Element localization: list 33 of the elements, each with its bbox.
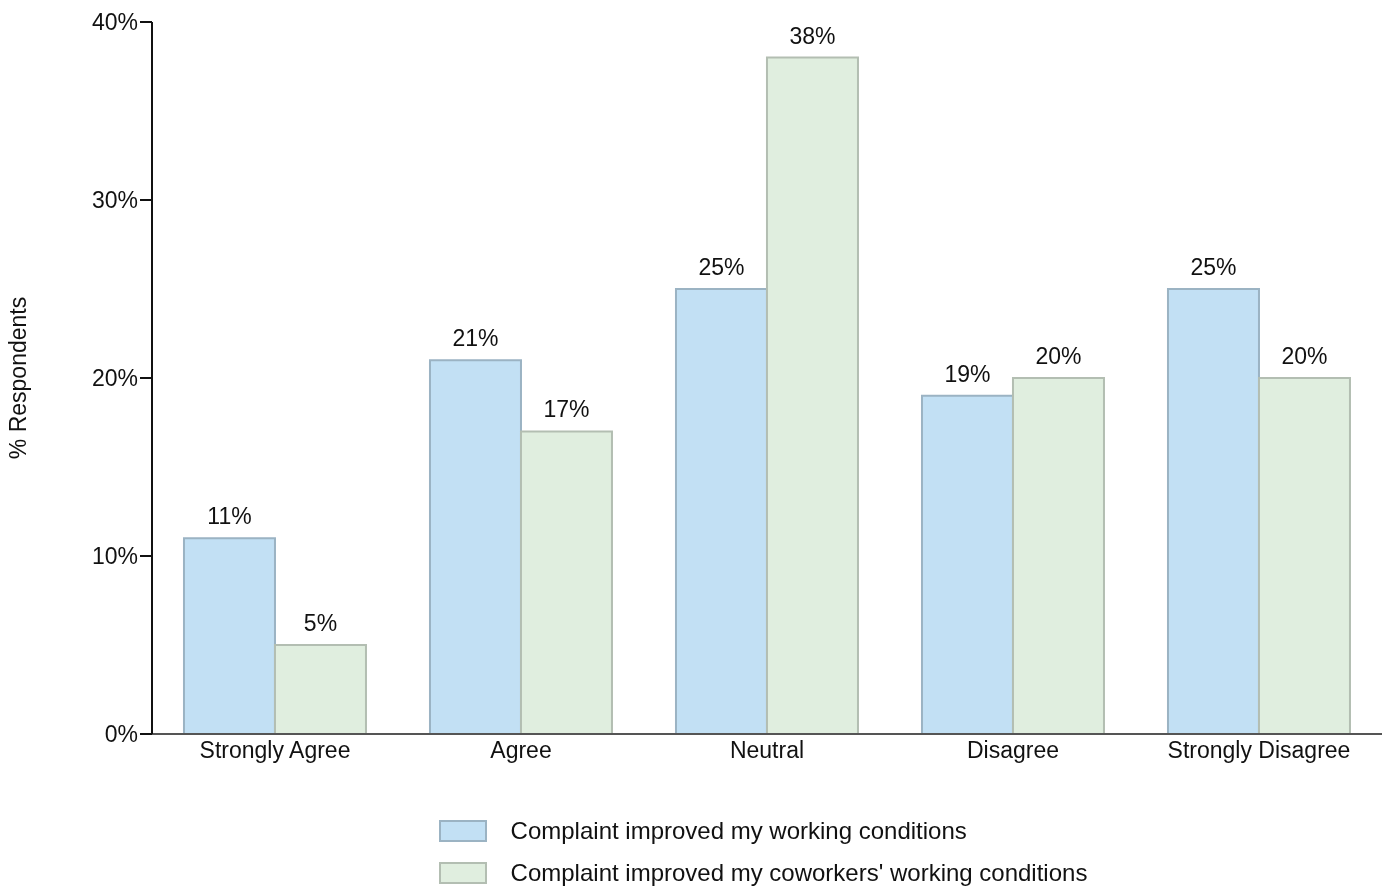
data-label: 25% bbox=[1190, 254, 1237, 280]
data-label: 19% bbox=[944, 360, 991, 387]
bar bbox=[182, 537, 276, 734]
y-tick-label: 20% bbox=[91, 365, 138, 392]
data-label: 38% bbox=[789, 22, 836, 49]
y-tick-label: 30% bbox=[91, 187, 138, 214]
data-label: 5% bbox=[303, 610, 338, 636]
data-label: 17% bbox=[543, 396, 590, 423]
y-tick-label: 0% bbox=[104, 721, 138, 748]
y-tick-label: 10% bbox=[91, 543, 138, 570]
legend-label: Complaint improved my coworkers' working conditions bbox=[510, 859, 1088, 887]
y-tick-label: 40% bbox=[91, 9, 138, 36]
y-axis-title: % Respondents bbox=[5, 296, 32, 460]
bar bbox=[1166, 288, 1260, 734]
bar bbox=[765, 56, 859, 734]
bar bbox=[1011, 377, 1105, 734]
bar bbox=[519, 430, 613, 734]
bar bbox=[273, 644, 367, 734]
x-tick-label: Disagree bbox=[966, 737, 1060, 764]
data-label: 21% bbox=[452, 325, 499, 352]
data-label: 11% bbox=[207, 503, 252, 530]
bar bbox=[920, 394, 1014, 734]
x-tick-label: Agree bbox=[490, 737, 552, 764]
data-label: 25% bbox=[698, 254, 745, 280]
data-label: 20% bbox=[1281, 343, 1328, 369]
x-tick-label: Strongly Disagree bbox=[1167, 737, 1351, 764]
bar bbox=[1257, 377, 1351, 734]
legend-label: Complaint improved my working conditions bbox=[510, 817, 967, 845]
data-label: 20% bbox=[1035, 343, 1082, 369]
bar bbox=[674, 288, 768, 734]
x-tick-label: Neutral bbox=[729, 737, 805, 764]
bar bbox=[428, 359, 522, 734]
x-tick-label: Strongly Agree bbox=[199, 737, 351, 764]
